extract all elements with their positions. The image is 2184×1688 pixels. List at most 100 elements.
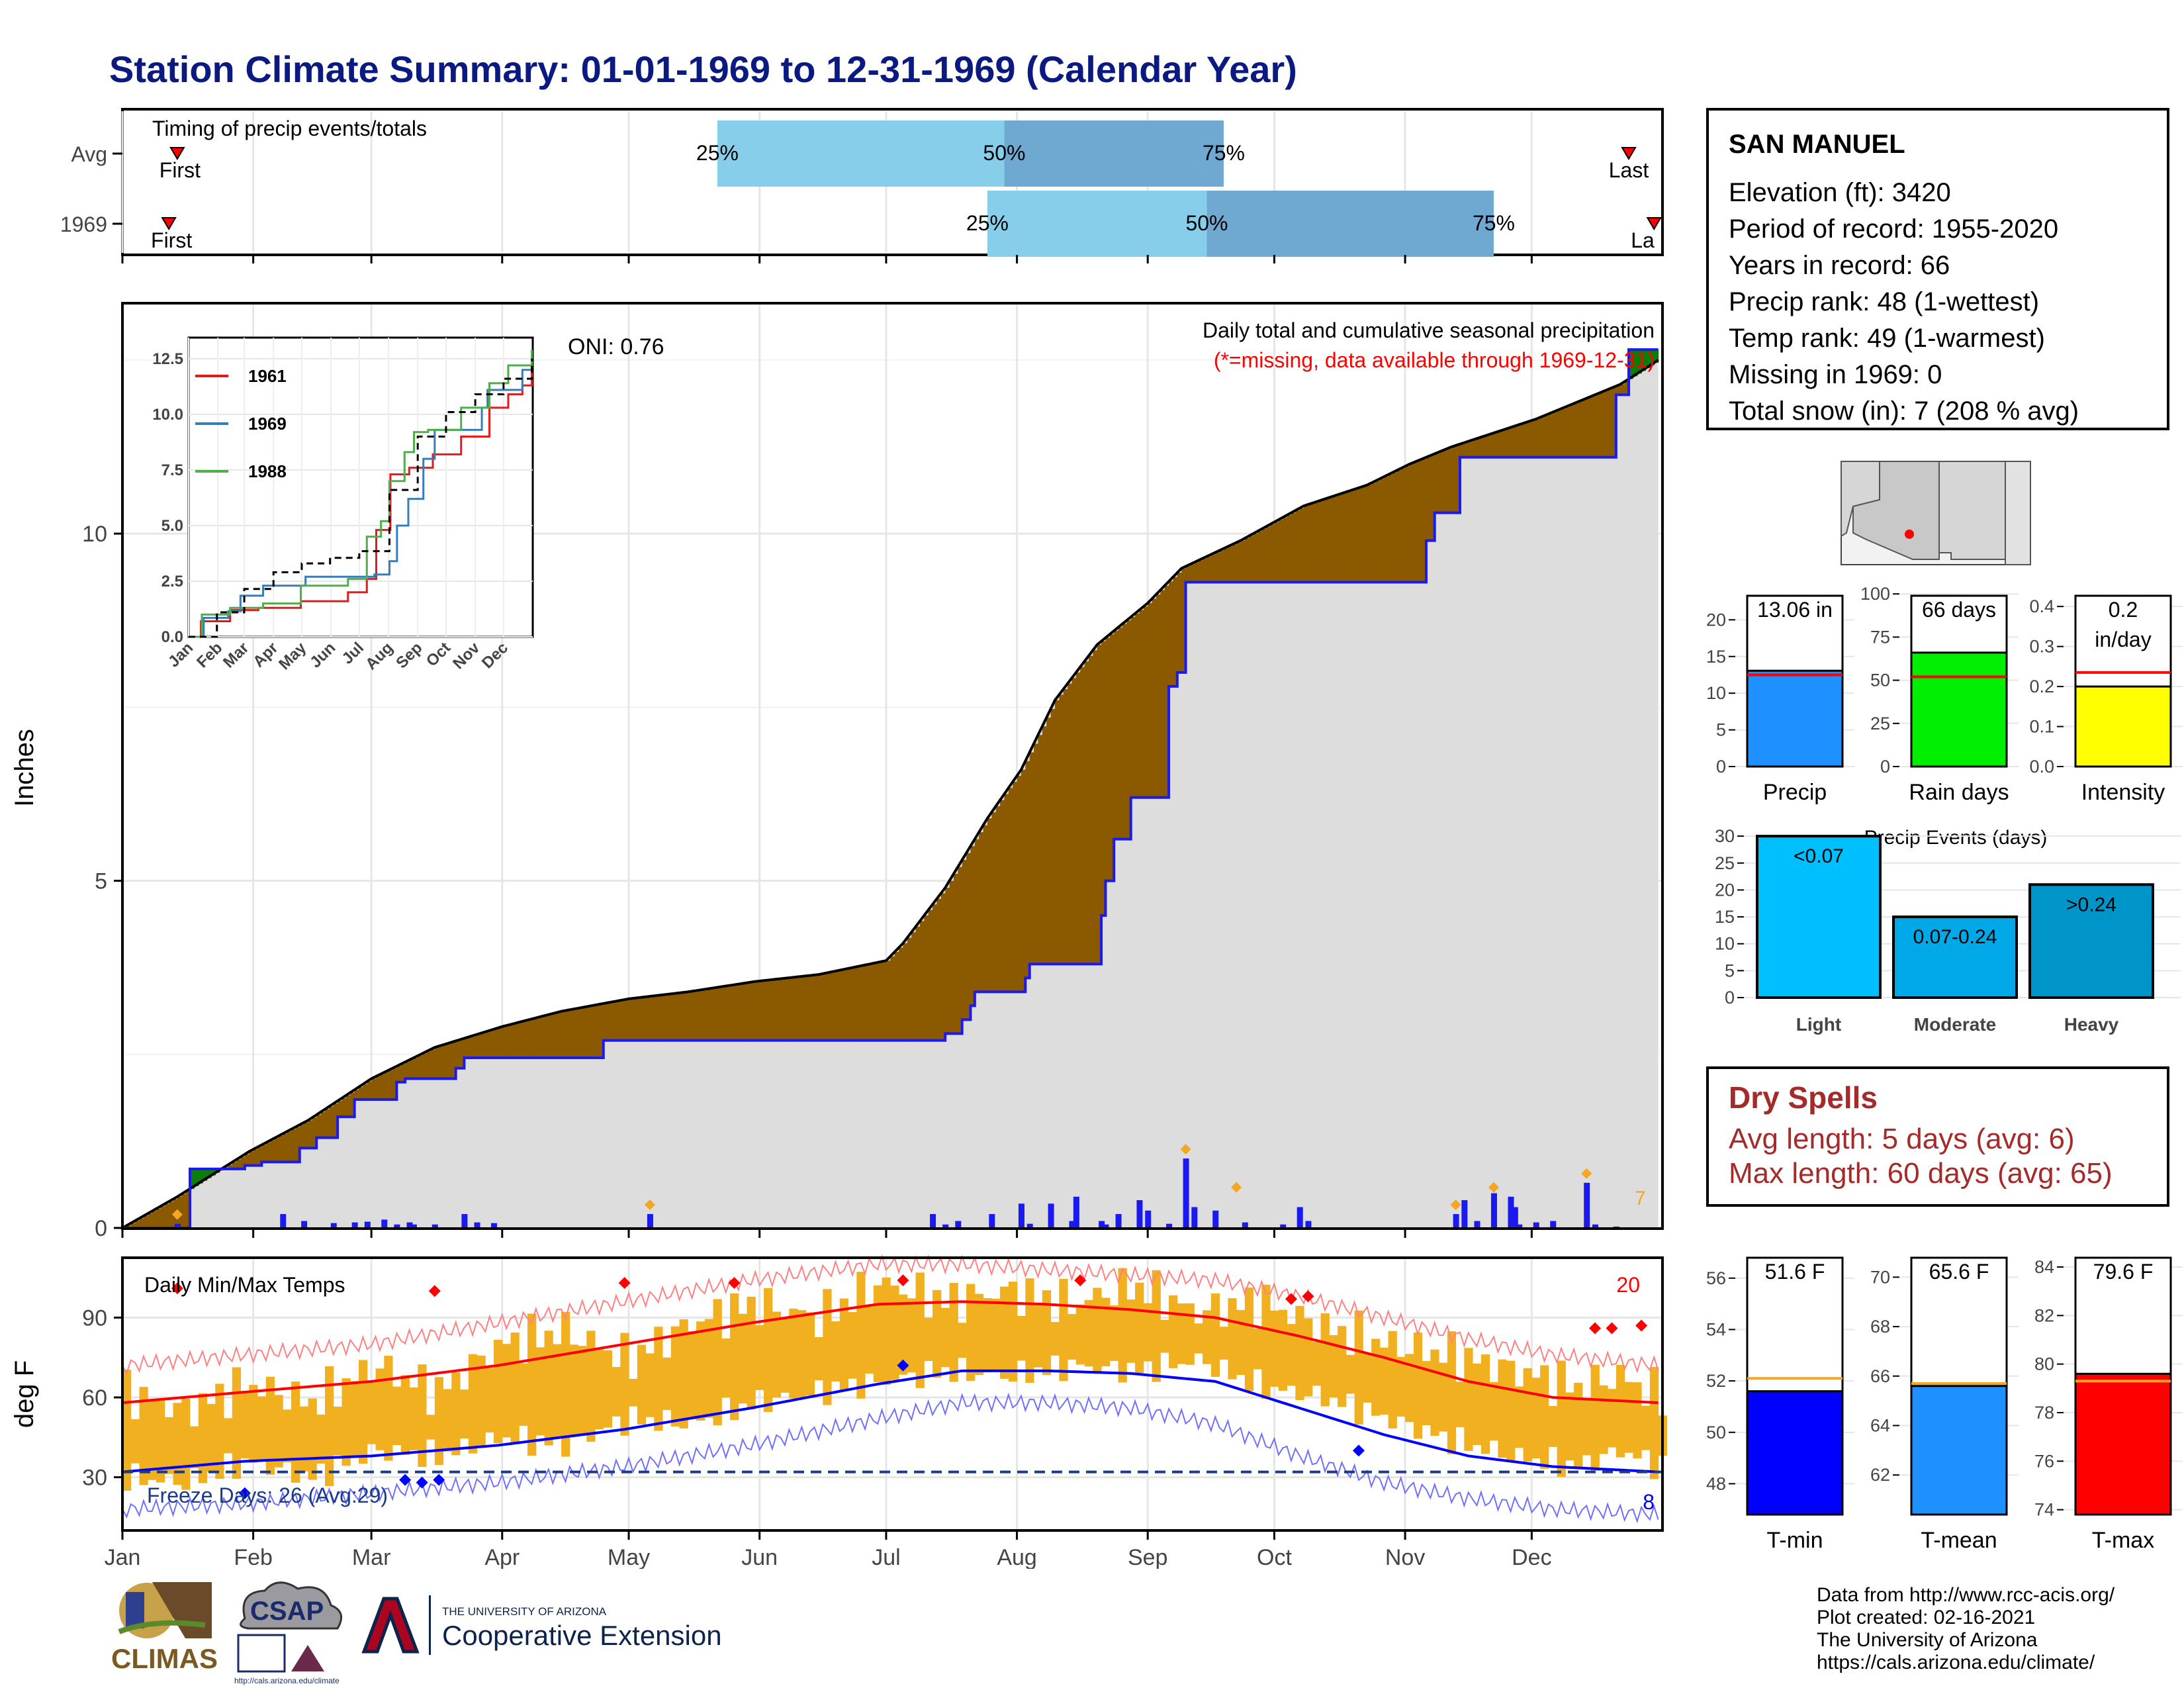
precip-daily-bar: [955, 1221, 962, 1228]
precip-departure-segment: [464, 1038, 469, 1058]
precip-departure-segment: [164, 1203, 169, 1228]
snow-total-label: 7: [1635, 1188, 1646, 1209]
timing-last-label: La: [1631, 228, 1655, 252]
precip-departure-segment: [1164, 585, 1169, 798]
record-high-marker: [1285, 1293, 1297, 1305]
summary-y-tick-label: 84: [2034, 1257, 2054, 1277]
temp-daily-range-bar: [1253, 1328, 1262, 1370]
precip-departure-segment: [1021, 769, 1026, 992]
summary-y-tick-label: 5: [1716, 720, 1726, 740]
temp-daily-range-bar: [502, 1344, 512, 1438]
temp-daily-range-bar: [1050, 1322, 1060, 1356]
summary-y-tick-label: 100: [1860, 584, 1890, 604]
temp-daily-range-bar: [578, 1346, 587, 1434]
credit-url: https://cals.arizona.edu/climate/: [1817, 1652, 2095, 1673]
precip-departure-segment: [945, 888, 950, 1034]
temp-daily-range-bar: [1439, 1362, 1448, 1432]
precip-departure-segment: [789, 978, 794, 1041]
precip-departure-segment: [1042, 726, 1047, 964]
precip-y-tick-label: 0: [95, 1216, 107, 1238]
precip-departure-segment: [143, 1215, 148, 1228]
precip-departure-segment: [1169, 581, 1174, 686]
timing-row-label: Avg: [71, 142, 107, 166]
precip-departure-segment: [679, 992, 684, 1041]
snow-marker: [1450, 1199, 1461, 1211]
precip-departure-segment: [823, 973, 828, 1041]
summary-bar-value: [1746, 669, 1844, 768]
climas-logo: CLIMAS: [111, 1582, 218, 1674]
logo-csap-text: CSAP: [250, 1597, 324, 1626]
precip-departure-segment: [1624, 381, 1629, 395]
precip-departure-segment: [764, 980, 769, 1041]
precip-departure-segment: [569, 1009, 574, 1058]
snow-marker: [1581, 1168, 1592, 1179]
precip-departure-segment: [629, 998, 634, 1041]
temp-daily-range-bar: [966, 1284, 976, 1382]
precip-departure-segment: [473, 1035, 478, 1058]
temp-daily-range-bar: [510, 1333, 520, 1444]
precip-departure-segment: [312, 1117, 317, 1149]
precip-departure-segment: [468, 1037, 473, 1058]
precip-missing-note: (*=missing, data available through 1969-…: [1214, 348, 1655, 372]
precip-departure-segment: [615, 1001, 621, 1041]
month-tick-label: May: [608, 1545, 650, 1569]
precip-departure-segment: [1312, 502, 1317, 583]
temp-daily-range-bar: [688, 1331, 697, 1419]
credit-university: The University of Arizona: [1817, 1629, 2038, 1651]
summary-y-tick-label: 62: [1870, 1465, 1890, 1485]
inset-y-tick-label: 7.5: [161, 461, 183, 479]
precip-daily-bar: [1136, 1200, 1143, 1228]
temp-daily-range-bar: [206, 1403, 216, 1472]
precip-daily-bar: [1115, 1214, 1122, 1228]
precip-departure-segment: [1396, 470, 1402, 583]
temp-daily-range-bar: [1000, 1286, 1009, 1379]
temp-daily-range-bar: [249, 1385, 258, 1463]
temp-daily-range-bar: [814, 1336, 823, 1381]
precip-departure-segment: [865, 964, 870, 1041]
precip-departure-segment: [190, 1168, 195, 1189]
temp-daily-range-bar: [662, 1357, 672, 1411]
temp-daily-range-bar: [1093, 1288, 1102, 1374]
temp-daily-range-bar: [738, 1313, 748, 1404]
precip-departure-segment: [734, 984, 739, 1041]
precip-daily-bar: [1297, 1207, 1303, 1228]
precip-departure-segment: [561, 1011, 567, 1058]
precip-departure-segment: [979, 832, 984, 992]
precip-departure-segment: [1071, 678, 1077, 964]
precip-departure-segment: [1034, 743, 1039, 964]
station-temp-rank: Temp rank: 49 (1-warmest): [1729, 324, 2045, 353]
dry-spells-avg: Avg length: 5 days (avg: 6): [1729, 1123, 2075, 1155]
precip-departure-segment: [392, 1068, 397, 1100]
temp-daily-range-bar: [704, 1319, 714, 1418]
precip-departure-segment: [1080, 667, 1085, 964]
precip-departure-segment: [1299, 508, 1304, 583]
precip-departure-segment: [455, 1041, 461, 1068]
summary-y-tick-label: 0.4: [2029, 596, 2054, 616]
precip-departure-segment: [700, 990, 705, 1041]
precip-departure-segment: [1641, 350, 1647, 371]
month-tick-label: Dec: [1512, 1545, 1551, 1569]
precip-departure-segment: [1291, 512, 1296, 583]
temp-daily-range-bar: [359, 1360, 368, 1464]
precip-departure-segment: [1464, 442, 1469, 457]
temp-daily-range-bar: [831, 1321, 841, 1382]
summary-y-tick-label: 0.0: [2029, 757, 2054, 776]
precip-departure-segment: [1400, 468, 1406, 583]
temp-daily-range-bar: [1489, 1382, 1498, 1441]
precip-departure-segment: [1320, 500, 1326, 583]
precip-departure-segment: [557, 1012, 562, 1058]
temp-daily-range-bar: [400, 1375, 410, 1455]
temp-daily-range-bar: [780, 1319, 790, 1393]
precip-departure-segment: [367, 1081, 372, 1100]
precip-departure-segment: [928, 910, 933, 1041]
summary-y-tick-label: 52: [1706, 1371, 1726, 1391]
precip-departure-segment: [1101, 641, 1107, 916]
precip-departure-segment: [1548, 414, 1553, 457]
tmax-bar-category-label: T-max: [2092, 1528, 2154, 1553]
precip-departure-segment: [1654, 350, 1659, 363]
precip-departure-segment: [747, 982, 752, 1041]
temp-daily-range-bar: [645, 1353, 655, 1417]
precip-departure-segment: [1603, 391, 1608, 457]
precip-departure-segment: [890, 956, 895, 1041]
temp-daily-range-bar: [1338, 1326, 1347, 1407]
